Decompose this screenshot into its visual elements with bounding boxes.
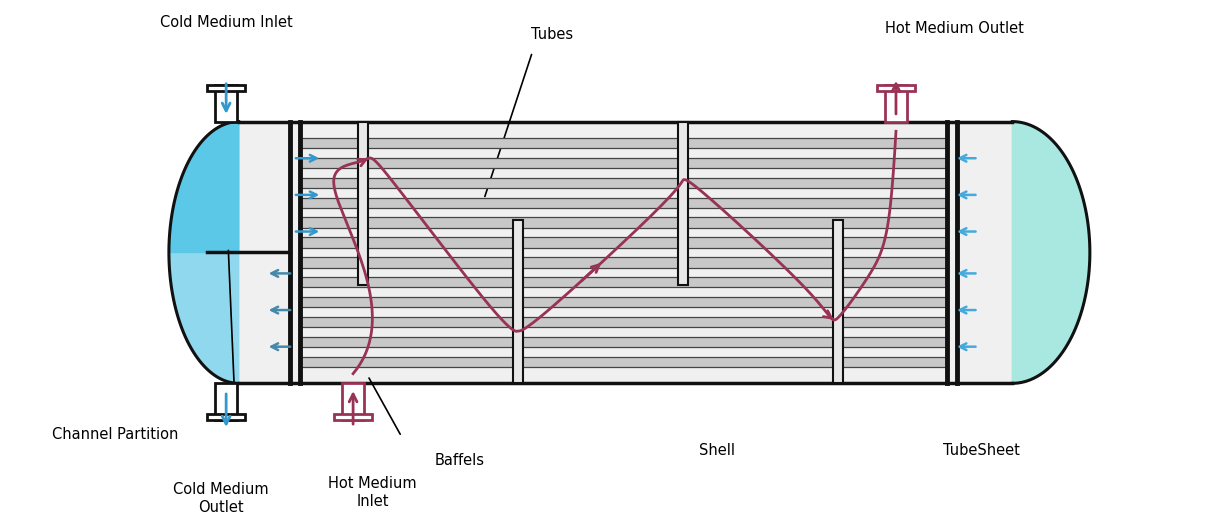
Bar — [301, 317, 947, 327]
Bar — [215, 85, 238, 121]
Bar — [334, 414, 372, 420]
Bar — [301, 238, 947, 247]
Text: Baffels: Baffels — [434, 453, 484, 468]
Bar — [877, 85, 915, 91]
Bar — [884, 85, 908, 121]
Bar — [239, 121, 1013, 383]
Text: Hot Medium Outlet: Hot Medium Outlet — [884, 21, 1024, 36]
Bar — [207, 85, 245, 91]
Bar — [215, 383, 238, 420]
Polygon shape — [168, 121, 239, 253]
Bar — [833, 220, 843, 383]
Bar — [357, 121, 367, 285]
Text: Channel Partition: Channel Partition — [52, 427, 179, 442]
Text: Shell: Shell — [699, 443, 734, 458]
Bar — [678, 121, 688, 285]
Text: Cold Medium
Outlet: Cold Medium Outlet — [173, 482, 270, 515]
Polygon shape — [168, 121, 239, 383]
Bar — [301, 356, 947, 367]
Bar — [514, 220, 522, 383]
Bar — [207, 414, 245, 420]
Text: Hot Medium
Inlet: Hot Medium Inlet — [328, 476, 417, 509]
Bar — [301, 197, 947, 208]
Polygon shape — [1013, 121, 1089, 383]
Bar — [301, 217, 947, 228]
Text: Cold Medium Inlet: Cold Medium Inlet — [160, 15, 293, 30]
Bar — [342, 383, 365, 420]
Bar — [301, 337, 947, 347]
Bar — [301, 158, 947, 168]
Text: Tubes: Tubes — [531, 27, 573, 42]
Text: TubeSheet: TubeSheet — [943, 443, 1020, 458]
Bar — [301, 297, 947, 307]
Bar — [301, 277, 947, 288]
Bar — [301, 138, 947, 148]
Bar — [301, 257, 947, 268]
Bar — [301, 178, 947, 188]
